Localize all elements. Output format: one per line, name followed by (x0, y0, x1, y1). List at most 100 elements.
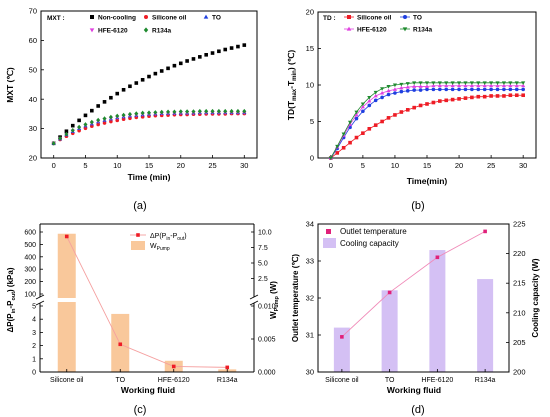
data-point (77, 118, 81, 123)
plot-frame (40, 10, 258, 159)
data-point (348, 140, 352, 145)
data-point (470, 87, 474, 92)
y-tick-label: 32 (306, 294, 314, 303)
data-point (341, 145, 346, 150)
data-point (431, 83, 436, 88)
x-tick-label: R134a (217, 377, 238, 384)
data-point (236, 44, 240, 49)
data-point (431, 81, 436, 85)
series-line (330, 85, 524, 159)
data-point (64, 129, 69, 134)
caption-b: (b) (411, 200, 424, 212)
data-point (425, 102, 429, 106)
legend-label: HFE-6120 (98, 28, 128, 35)
legend-title: TD : (323, 15, 336, 22)
data-point (102, 100, 107, 104)
y2-tick-label: 205 (513, 338, 526, 347)
data-point (115, 118, 120, 123)
legend-label-part: ) (184, 233, 186, 240)
data-point (392, 83, 398, 88)
data-point (198, 55, 202, 59)
panel-d: 30 31 32 33 34 200 205 210 215 220 225 Silicone oil… (291, 220, 540, 396)
x-tick-label: 20 (455, 161, 463, 170)
y-tick-label: 30 (29, 124, 37, 133)
y-axis-label-sub: out (11, 292, 17, 301)
data-point (121, 87, 126, 92)
data-point (508, 81, 513, 85)
y-tick-label: 40 (29, 95, 37, 104)
data-point (514, 83, 519, 88)
legend-marker (143, 27, 149, 33)
data-point (225, 365, 230, 370)
y-tick-label: 33 (306, 257, 314, 266)
data-point (197, 108, 202, 114)
legend-label: Silicone oil (152, 15, 187, 22)
data-point (508, 93, 513, 98)
data-point (521, 83, 526, 88)
legend-label: Silicone oil (357, 15, 392, 22)
y2-tick-label: 225 (513, 220, 526, 229)
data-point (367, 95, 372, 100)
data-point (140, 110, 145, 116)
series-line (330, 88, 524, 159)
x-tick-label: 25 (208, 161, 216, 170)
data-point (159, 109, 164, 115)
x-tick-label: 5 (361, 161, 365, 170)
data-point (354, 110, 359, 115)
data-point (96, 117, 101, 123)
data-point (118, 342, 123, 347)
data-point (380, 90, 385, 95)
data-point (64, 131, 69, 137)
legend-label: Cooling capacity (340, 239, 399, 248)
caption-a: (a) (133, 200, 146, 212)
data-point (102, 116, 107, 121)
data-point (418, 88, 423, 92)
y-tick-label: 30 (306, 368, 314, 377)
x-tick-label: HFE-6120 (158, 377, 190, 384)
axis-break-mark (35, 294, 45, 300)
data-point (77, 124, 82, 130)
data-point (159, 69, 164, 73)
data-point (418, 84, 423, 88)
data-point (191, 57, 196, 61)
data-point (457, 87, 461, 92)
legend-title: MXT : (47, 15, 65, 22)
bar (477, 279, 494, 372)
legend-label-sub: out (177, 236, 185, 242)
y2-tick-label: 0.005 (258, 337, 276, 344)
y-axis-label-sub: min (292, 70, 298, 81)
data-point (178, 109, 183, 114)
legend-swatch (323, 238, 336, 248)
data-point (367, 103, 372, 108)
data-point (405, 85, 410, 89)
x-tick-label: Silicone oil (50, 377, 84, 384)
legend-label-part: -P (170, 233, 177, 240)
y-tick-label: 4 (32, 317, 36, 324)
y2-tick-label: 200 (513, 368, 526, 377)
data-point (328, 156, 333, 161)
data-point (469, 81, 474, 85)
data-point (489, 81, 494, 85)
data-point (501, 83, 507, 88)
data-point (469, 83, 474, 88)
x-tick-label: TO (115, 377, 125, 384)
data-point (191, 109, 196, 114)
data-point (521, 87, 525, 92)
data-point (495, 81, 500, 85)
data-point (386, 85, 391, 89)
y-tick-label: 20 (29, 154, 37, 163)
data-point (450, 97, 455, 102)
bar (333, 327, 350, 372)
data-point (380, 87, 385, 91)
y-tick-label: 300 (24, 267, 36, 274)
axis-break-mark (35, 300, 45, 306)
series-wpump-bars (57, 233, 237, 372)
data-point (495, 87, 500, 92)
data-point (347, 120, 353, 125)
data-point (456, 83, 462, 88)
y-tick-label: 50 (29, 65, 37, 74)
data-point (140, 77, 145, 82)
data-point (489, 94, 493, 98)
data-point (399, 89, 404, 94)
data-point (424, 81, 430, 85)
